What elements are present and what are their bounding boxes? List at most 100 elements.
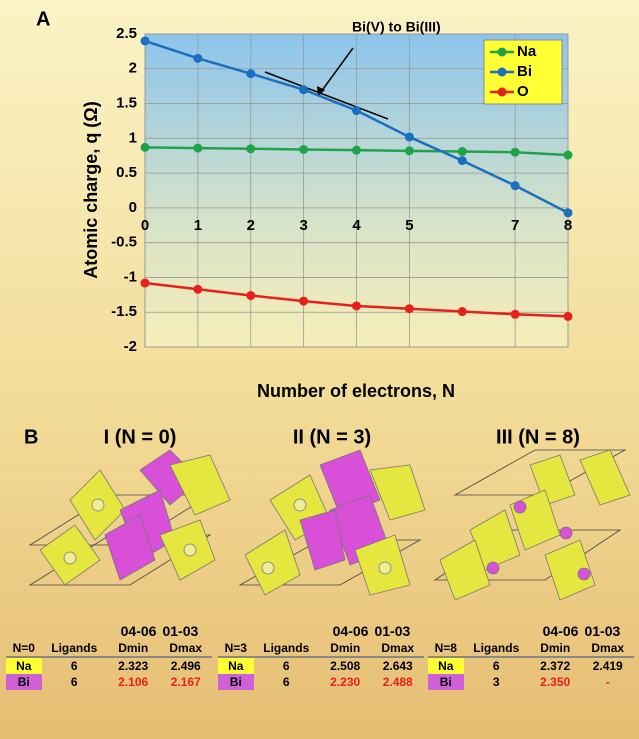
data-point <box>299 145 308 154</box>
x-tick-label: 2 <box>247 217 255 234</box>
column-header: N=0 <box>6 640 42 657</box>
legend-marker <box>498 68 507 77</box>
table-cell: 2.350 <box>529 674 582 690</box>
y-tick-label: -1 <box>124 268 137 285</box>
spacer <box>42 622 107 640</box>
group-header: 01-03 <box>581 622 634 640</box>
data-point <box>352 301 361 310</box>
table-cell: 2.496 <box>159 657 212 674</box>
table-cell: 2.323 <box>107 657 160 674</box>
y-tick-label: -1.5 <box>111 303 137 320</box>
spacer <box>6 622 42 640</box>
column-header: N=3 <box>218 640 254 657</box>
structure-title: III (N = 8) <box>496 426 580 448</box>
data-point <box>246 144 255 153</box>
table-cell: 2.372 <box>529 657 582 674</box>
table-cell: 2.167 <box>159 674 212 690</box>
data-point <box>405 132 414 141</box>
data-point <box>511 181 520 190</box>
spacer <box>218 622 254 640</box>
data-point <box>193 54 202 63</box>
y-tick-label: -0.5 <box>111 234 137 251</box>
y-tick-label: 2 <box>129 60 137 77</box>
column-header: Dmax <box>371 640 424 657</box>
structure-title: II (N = 3) <box>293 426 371 448</box>
data-point <box>405 304 414 313</box>
y-tick-label: 0.5 <box>116 164 137 181</box>
group-header: 04-06 <box>319 622 372 640</box>
table-cell: 2.508 <box>319 657 372 674</box>
group-header: 01-03 <box>371 622 424 640</box>
data-point <box>458 307 467 316</box>
legend-label: O <box>517 83 529 100</box>
data-point <box>352 106 361 115</box>
spacer <box>428 622 464 640</box>
y-tick-label: -2 <box>124 338 137 355</box>
data-point <box>458 147 467 156</box>
legend-label: Na <box>517 43 537 60</box>
structure-title: I (N = 0) <box>104 426 177 448</box>
y-tick-label: 2.5 <box>116 25 137 42</box>
data-point <box>246 291 255 300</box>
y-tick-label: 1 <box>129 129 137 146</box>
panel-label: B <box>24 426 38 448</box>
data-point <box>564 312 573 321</box>
table-cell: - <box>581 674 634 690</box>
legend-marker <box>498 48 507 57</box>
table-cell: Bi <box>218 674 254 690</box>
group-header: 01-03 <box>159 622 212 640</box>
data-point <box>141 143 150 152</box>
y-tick-label: 0 <box>129 199 137 216</box>
structures: B I (N = 0) II (N = 3) III (N = 8) <box>0 410 639 620</box>
column-header: Ligands <box>42 640 107 657</box>
column-header: Dmax <box>159 640 212 657</box>
table-cell: 6 <box>42 674 107 690</box>
data-point <box>299 85 308 94</box>
table-cell: 6 <box>254 657 319 674</box>
table-cell: 3 <box>464 674 529 690</box>
spacer <box>464 622 529 640</box>
x-tick-label: 5 <box>405 217 413 234</box>
x-tick-label: 7 <box>511 217 519 234</box>
panel-label: A <box>36 8 50 30</box>
column-header: Dmin <box>319 640 372 657</box>
x-tick-label: 8 <box>564 217 572 234</box>
data-point <box>564 208 573 217</box>
table-cell: Na <box>6 657 42 674</box>
data-point <box>246 69 255 78</box>
table-cell: Bi <box>428 674 464 690</box>
y-tick-label: 1.5 <box>116 95 137 112</box>
data-point <box>299 297 308 306</box>
data-point <box>458 156 467 165</box>
table-cell: 2.230 <box>319 674 372 690</box>
structure-i <box>30 450 230 585</box>
x-tick-label: 1 <box>194 217 202 234</box>
x-tick-label: 4 <box>352 217 361 234</box>
spacer <box>254 622 319 640</box>
column-header: Dmin <box>529 640 582 657</box>
x-tick-label: 3 <box>299 217 307 234</box>
column-header: Dmin <box>107 640 160 657</box>
table-cell: 2.643 <box>371 657 424 674</box>
table-cell: 6 <box>464 657 529 674</box>
chart: A Number of electrons, N Atomic charge, … <box>0 0 639 415</box>
legend-marker <box>498 88 507 97</box>
data-point <box>352 146 361 155</box>
table-cell: Na <box>428 657 464 674</box>
table-cell: 6 <box>42 657 107 674</box>
legend-label: Bi <box>517 63 532 80</box>
data-point <box>193 285 202 294</box>
group-header: 04-06 <box>107 622 160 640</box>
column-header: Ligands <box>254 640 319 657</box>
column-header: Dmax <box>581 640 634 657</box>
data-point <box>511 310 520 319</box>
x-tick-label: 0 <box>141 217 149 234</box>
y-axis-label: Atomic charge, q (Ω) <box>81 101 101 278</box>
column-header: N=8 <box>428 640 464 657</box>
group-header: 04-06 <box>529 622 582 640</box>
figure: A Number of electrons, N Atomic charge, … <box>0 0 639 739</box>
data-point <box>141 36 150 45</box>
table-cell: 2.419 <box>581 657 634 674</box>
